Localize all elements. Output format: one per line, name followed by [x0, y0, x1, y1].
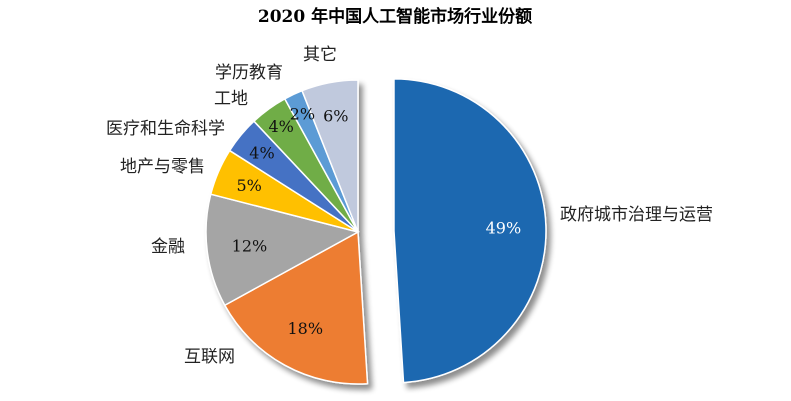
pie-slice-2	[223, 230, 369, 385]
category-label-6: 工地	[214, 89, 248, 109]
category-label-8: 其它	[303, 45, 337, 65]
value-label-7: 2%	[290, 105, 315, 124]
pie-slice-3	[205, 193, 361, 307]
category-label-5: 医疗和生命科学	[106, 119, 225, 139]
category-label-1: 政府城市治理与运营	[560, 205, 713, 225]
value-label-6: 4%	[268, 117, 293, 136]
category-label-4: 地产与零售	[120, 157, 205, 177]
value-label-2: 18%	[287, 319, 323, 338]
value-label-5: 4%	[249, 144, 274, 163]
value-label-1: 49%	[486, 218, 522, 237]
pie-slice-8	[301, 79, 359, 233]
pie-slices	[205, 78, 547, 385]
value-label-4: 5%	[236, 176, 261, 195]
value-label-3: 12%	[232, 237, 268, 256]
value-labels: 49%18%12%5%4%4%2% 6%	[232, 105, 522, 338]
category-label-2: 互联网	[184, 347, 235, 367]
value-label-8: 6%	[323, 107, 348, 126]
category-label-3: 金融	[151, 237, 185, 257]
chart-title: 2020 年中国人工智能市场行业份额	[258, 6, 532, 27]
category-label-7: 学历教育	[215, 63, 283, 83]
pie-slice-1	[393, 78, 547, 384]
